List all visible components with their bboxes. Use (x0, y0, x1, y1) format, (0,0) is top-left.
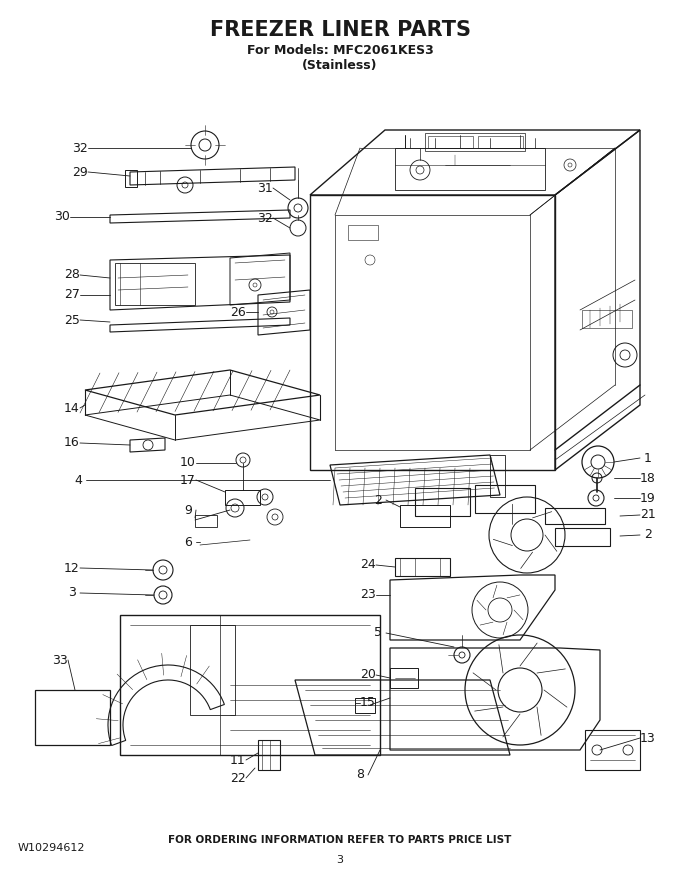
Text: 5: 5 (374, 627, 382, 640)
Text: 10: 10 (180, 457, 196, 470)
Bar (545, 508, 605, 524)
Text: 24: 24 (360, 559, 376, 571)
Text: 31: 31 (257, 181, 273, 194)
Text: 4: 4 (74, 473, 82, 487)
Text: 29: 29 (72, 165, 88, 179)
Bar (582, 310, 632, 328)
Text: (Stainless): (Stainless) (302, 58, 378, 71)
Bar (395, 558, 450, 576)
Text: 15: 15 (360, 696, 376, 709)
Text: 20: 20 (360, 669, 376, 681)
Bar (125, 170, 137, 187)
Text: 27: 27 (64, 289, 80, 302)
Bar (428, 136, 473, 148)
Text: 23: 23 (360, 589, 376, 602)
Bar (258, 740, 280, 770)
Text: FREEZER LINER PARTS: FREEZER LINER PARTS (209, 20, 471, 40)
Text: 2: 2 (644, 529, 652, 541)
Bar (390, 668, 418, 688)
Text: 3: 3 (337, 855, 343, 865)
Bar (195, 515, 217, 527)
Text: 26: 26 (230, 305, 246, 319)
Text: 17: 17 (180, 473, 196, 487)
Text: 14: 14 (64, 401, 80, 414)
Text: FOR ORDERING INFORMATION REFER TO PARTS PRICE LIST: FOR ORDERING INFORMATION REFER TO PARTS … (169, 835, 511, 845)
Text: 18: 18 (640, 472, 656, 485)
Text: 9: 9 (184, 503, 192, 517)
Text: 8: 8 (356, 768, 364, 781)
Text: 2: 2 (374, 494, 382, 507)
Text: 13: 13 (640, 731, 656, 744)
Text: 3: 3 (68, 586, 76, 599)
Text: 28: 28 (64, 268, 80, 282)
Bar (400, 505, 450, 527)
Text: 1: 1 (644, 451, 652, 465)
Bar (190, 625, 235, 715)
Bar (355, 698, 375, 713)
Text: 25: 25 (64, 313, 80, 326)
Text: 33: 33 (52, 654, 68, 666)
Text: 32: 32 (72, 142, 88, 155)
Text: 21: 21 (640, 509, 656, 522)
Bar (478, 136, 523, 148)
Bar (475, 485, 535, 513)
Text: 12: 12 (64, 561, 80, 575)
Text: For Models: MFC2061KES3: For Models: MFC2061KES3 (247, 43, 433, 56)
Text: W10294612: W10294612 (18, 843, 86, 853)
Bar (348, 225, 378, 240)
Bar (555, 528, 610, 546)
Bar (425, 133, 525, 151)
Text: 32: 32 (257, 211, 273, 224)
Bar (115, 263, 195, 305)
Bar (415, 488, 470, 516)
Bar (490, 455, 505, 497)
Text: 6: 6 (184, 536, 192, 548)
Text: 16: 16 (64, 436, 80, 450)
Text: 22: 22 (230, 772, 246, 784)
Text: 11: 11 (230, 753, 246, 766)
Bar (225, 490, 260, 505)
Text: 19: 19 (640, 492, 656, 504)
Text: 30: 30 (54, 210, 70, 224)
